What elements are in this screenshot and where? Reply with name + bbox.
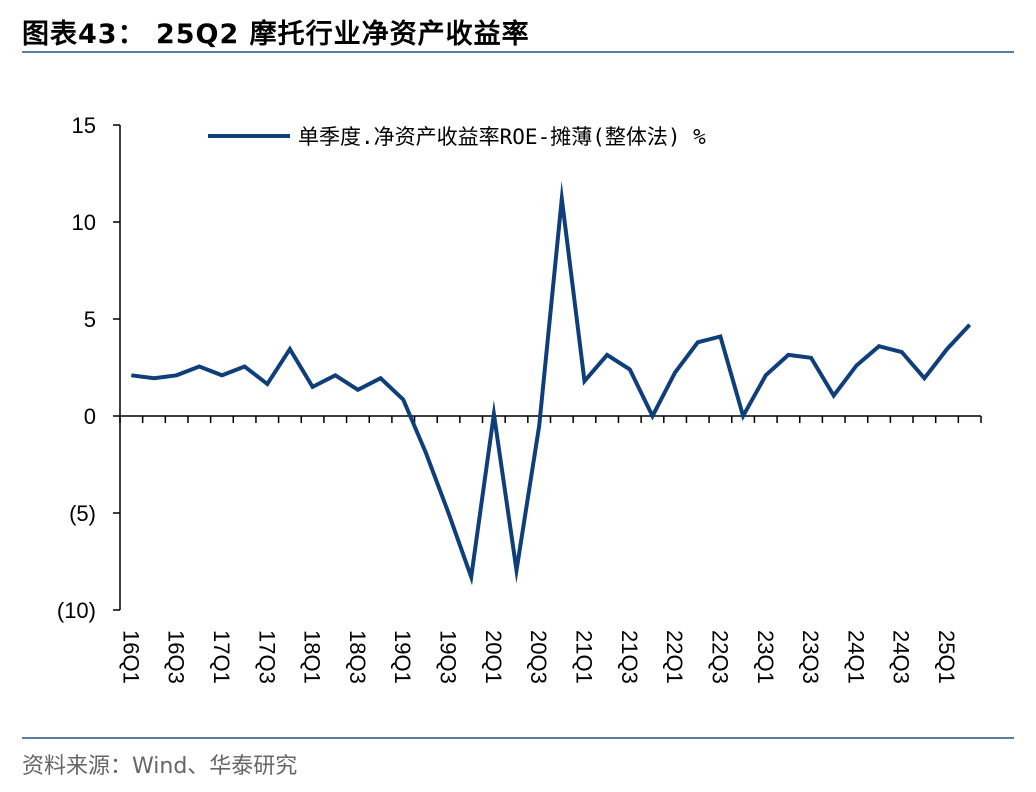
x-tick-label: 20Q3 (526, 630, 551, 684)
x-tick-label: 24Q1 (843, 630, 868, 684)
x-axis: 16Q1 16Q3 17Q1 17Q3 18Q1 18Q3 19Q1 19Q3 20Q1 20Q3… (118, 415, 982, 684)
line-chart: 15 10 5 0 (5) (10) 16Q1 16Q3 17Q1 17Q3 18Q1 18Q3 19… (57, 113, 982, 684)
x-tick-label: 21Q3 (617, 630, 642, 684)
x-tick-label: 22Q1 (662, 630, 687, 684)
x-tick-label: 24Q3 (889, 630, 914, 684)
legend-label: 单季度.净资产收益率ROE-摊薄(整体法) % (298, 125, 706, 149)
y-tick-label: 15 (72, 113, 96, 138)
y-tick-label: (5) (69, 501, 96, 526)
x-tick-label: 25Q1 (934, 630, 959, 684)
title-divider (22, 51, 1014, 53)
x-tick-label: 17Q1 (209, 630, 234, 684)
x-tick-label: 16Q3 (164, 630, 189, 684)
footer-divider (22, 737, 1014, 739)
series-layer (131, 180, 972, 586)
source-note: 资料来源：Wind、华泰研究 (22, 754, 298, 779)
y-axis: 15 10 5 0 (5) (10) (57, 113, 121, 623)
y-tick-label: (10) (57, 598, 96, 623)
x-tick-label: 23Q3 (798, 630, 823, 684)
x-tick-label: 17Q3 (254, 630, 279, 684)
legend: 单季度.净资产收益率ROE-摊薄(整体法) % (208, 125, 706, 149)
series-line (131, 180, 972, 586)
figure-title: 图表43： 25Q2 摩托行业净资产收益率 (22, 19, 530, 50)
x-tick-label: 21Q1 (571, 630, 596, 684)
x-tick-label: 20Q1 (481, 630, 506, 684)
x-tick-label: 18Q3 (345, 630, 370, 684)
y-tick-label: 5 (84, 307, 96, 332)
x-tick-label: 18Q1 (300, 630, 325, 684)
x-tick-label: 23Q1 (753, 630, 778, 684)
y-tick-label: 0 (84, 404, 96, 429)
x-tick-label: 22Q3 (707, 630, 732, 684)
y-tick-label: 10 (72, 210, 96, 235)
x-tick-label: 19Q1 (390, 630, 415, 684)
x-tick-label: 16Q1 (118, 630, 143, 684)
x-tick-label: 19Q3 (436, 630, 461, 684)
